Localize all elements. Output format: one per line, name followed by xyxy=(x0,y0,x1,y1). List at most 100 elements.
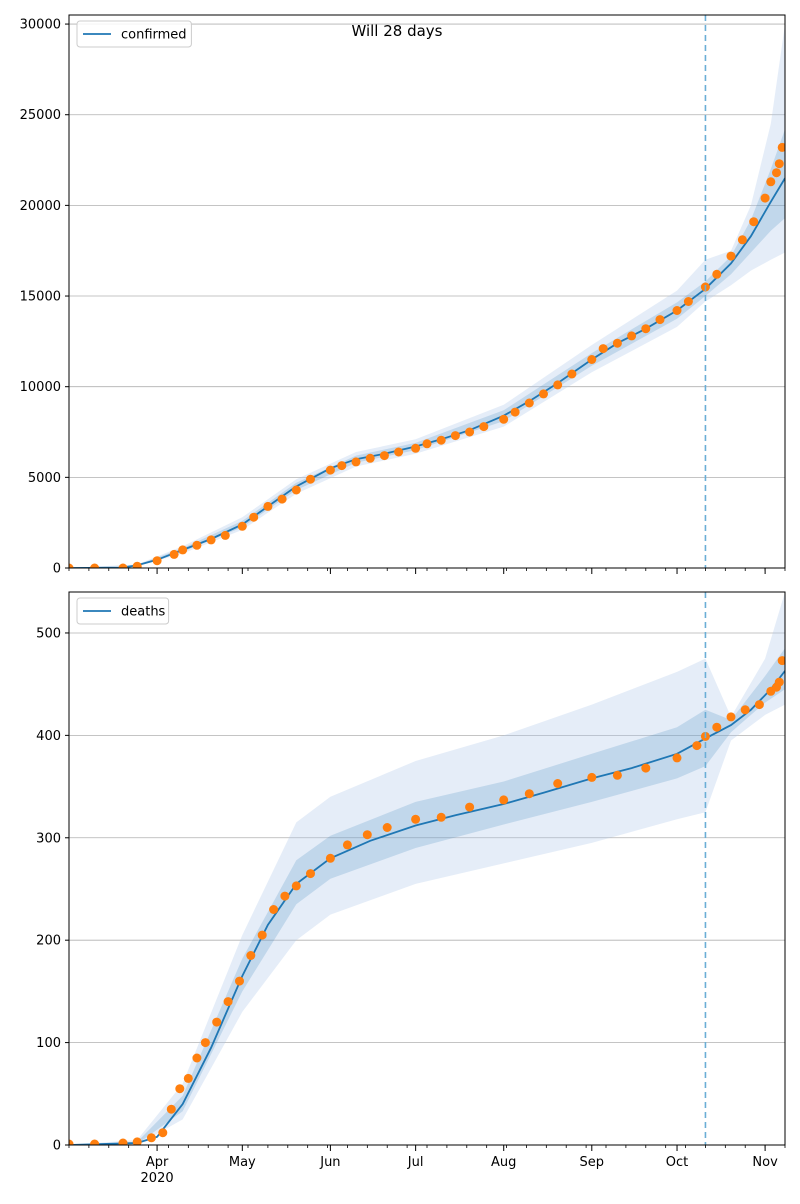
observed-point xyxy=(365,453,375,463)
observed-point xyxy=(132,1137,142,1145)
observed-point xyxy=(479,422,489,432)
observed-point xyxy=(306,869,315,879)
observed-point xyxy=(612,770,622,780)
observed-point xyxy=(337,461,347,471)
legend-box xyxy=(76,597,170,625)
observed-point xyxy=(641,324,651,334)
observed-point xyxy=(325,465,335,475)
observed-point xyxy=(158,1128,168,1138)
y-tick-label: 15000 xyxy=(20,290,61,305)
observed-point xyxy=(436,812,446,822)
observed-point xyxy=(672,306,682,315)
observed-point xyxy=(362,830,372,840)
observed-point xyxy=(450,431,460,441)
observed-point xyxy=(246,951,256,960)
observed-point xyxy=(382,823,392,832)
observed-point xyxy=(737,235,747,245)
observed-point xyxy=(90,563,100,568)
observed-point xyxy=(192,1053,202,1063)
observed-point xyxy=(683,297,693,306)
observed-point xyxy=(277,494,287,504)
observed-point xyxy=(774,677,784,687)
x-tick-label: Jul xyxy=(407,1155,424,1170)
observed-point xyxy=(175,1084,185,1094)
legend-label: confirmed xyxy=(121,28,187,43)
observed-point xyxy=(465,802,475,812)
y-tick-label: 30000 xyxy=(20,18,61,33)
observed-point xyxy=(212,1017,222,1027)
observed-point xyxy=(612,338,622,348)
confirmed-panel: 0 5000 10000 15000 20000 25000 30000 confirmed xyxy=(20,14,786,577)
x-tick-label: 2020 xyxy=(141,1171,174,1186)
observed-point xyxy=(754,700,764,710)
legend: deaths xyxy=(76,597,170,625)
observed-point xyxy=(712,269,722,279)
observed-point xyxy=(774,159,784,169)
observed-point xyxy=(777,142,785,152)
observed-point xyxy=(118,1138,128,1145)
x-tick-label: May xyxy=(229,1155,256,1170)
observed-point xyxy=(90,1139,100,1145)
legend-label: deaths xyxy=(121,605,166,620)
y-tick-label: 0 xyxy=(53,562,61,577)
observed-point xyxy=(627,331,637,341)
model-line xyxy=(69,670,785,1145)
observed-point xyxy=(422,439,432,449)
observed-point xyxy=(524,398,534,408)
observed-point xyxy=(777,656,785,666)
observed-point xyxy=(465,427,475,437)
x-tick-label: Aug xyxy=(491,1155,516,1170)
observed-point xyxy=(567,369,577,379)
observed-point xyxy=(342,840,352,850)
observed-point xyxy=(169,549,179,559)
observed-point xyxy=(760,193,770,203)
observed-point xyxy=(325,853,335,863)
observed-point xyxy=(146,1133,156,1143)
observed-point xyxy=(712,722,722,732)
observed-point xyxy=(263,501,273,511)
x-tick-label: Oct xyxy=(666,1155,688,1170)
observed-point xyxy=(510,407,520,417)
y-tick-label: 25000 xyxy=(20,108,61,123)
observed-point xyxy=(672,753,682,763)
observed-point xyxy=(726,712,736,722)
observed-point xyxy=(553,380,563,390)
observed-point xyxy=(436,435,446,445)
y-tick-label: 10000 xyxy=(20,380,61,395)
observed-point xyxy=(411,443,421,453)
observed-point xyxy=(152,556,162,566)
observed-point xyxy=(220,530,230,540)
y-tick-label: 0 xyxy=(53,1139,61,1154)
observed-point xyxy=(166,1104,176,1114)
observed-point xyxy=(598,344,608,354)
observed-point xyxy=(587,772,597,782)
observed-point xyxy=(539,389,548,399)
observed-point xyxy=(269,905,279,914)
x-tick-label: Jun xyxy=(319,1155,340,1170)
y-tick-label: 200 xyxy=(36,934,61,949)
observed-point xyxy=(306,474,315,484)
observed-point xyxy=(223,997,233,1007)
observed-point xyxy=(740,705,750,715)
observed-point xyxy=(183,1073,193,1083)
observed-point xyxy=(69,563,74,568)
observed-point xyxy=(235,976,244,986)
observed-point xyxy=(641,763,651,773)
observed-point xyxy=(655,315,665,325)
observed-point xyxy=(118,563,128,568)
legend-box xyxy=(76,20,192,48)
observed-point xyxy=(411,814,421,824)
y-tick-label: 20000 xyxy=(20,199,61,214)
observed-point xyxy=(379,451,389,461)
observed-point xyxy=(524,789,534,799)
observed-point xyxy=(291,485,301,495)
figure-suptitle: Will 28 days xyxy=(351,22,442,40)
y-tick-label: 5000 xyxy=(28,471,61,486)
observed-point xyxy=(499,795,509,805)
observed-point xyxy=(237,521,247,531)
observed-point xyxy=(351,457,361,467)
observed-point xyxy=(192,540,202,550)
